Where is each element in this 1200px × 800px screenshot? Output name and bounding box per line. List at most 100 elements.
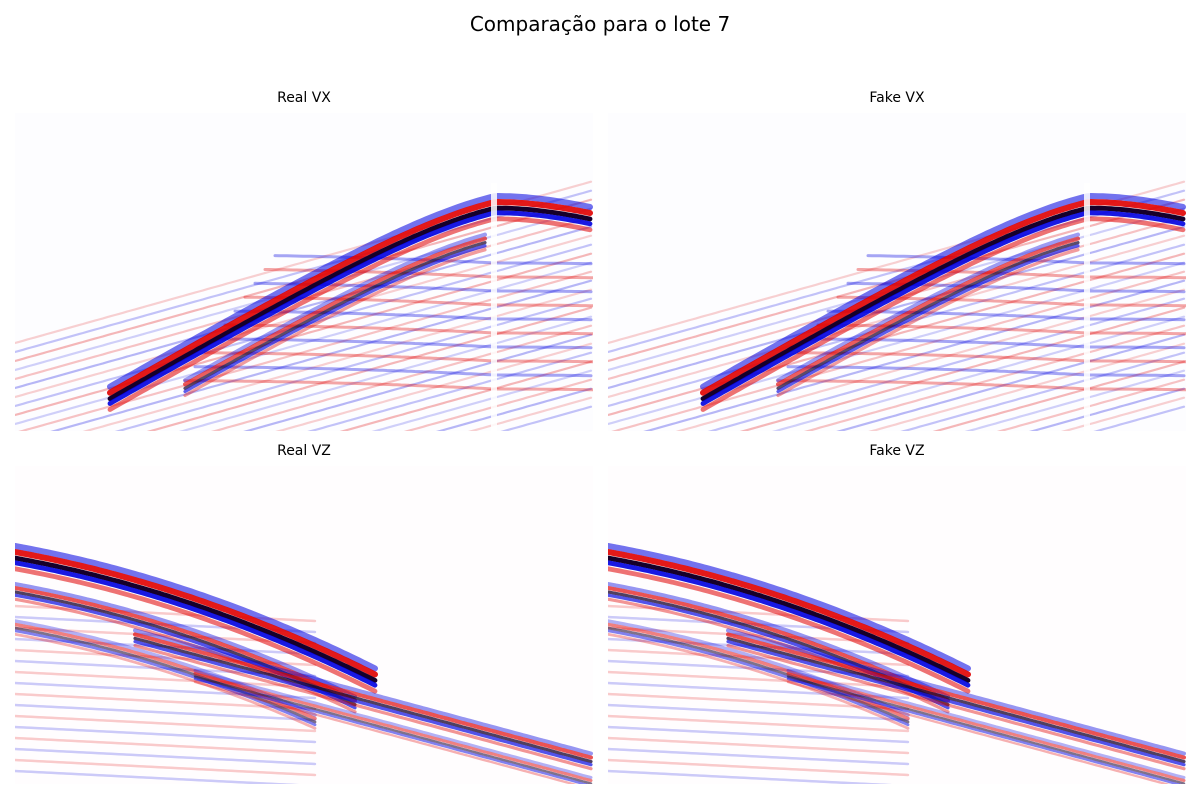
main-event-band-2 [700, 205, 1186, 402]
third-event-band-3 [608, 629, 910, 727]
main-event-band-4 [608, 566, 971, 694]
main-event-band-3 [700, 210, 1186, 406]
noise-stripe-8 [15, 692, 317, 711]
main-event-band-2 [15, 555, 378, 683]
second-event-band-4 [183, 248, 487, 398]
main-event-band-4 [107, 216, 593, 412]
noise-stripe-6 [608, 670, 910, 689]
main-event-band-1 [700, 198, 1186, 396]
main-event-band-4 [15, 566, 378, 694]
seismic-image-real-vz [15, 466, 593, 784]
third-event-band-0 [608, 619, 910, 717]
main-event-band-3 [15, 560, 378, 688]
main-event-band-1 [107, 198, 593, 396]
main-event-band-3 [608, 560, 971, 688]
third-event-band-1 [15, 622, 317, 721]
noise-stripe-13 [608, 747, 910, 766]
noise-stripe-14 [15, 758, 317, 777]
linear-headwave-band-0 [726, 628, 1186, 756]
main-event-band-3 [107, 210, 593, 406]
main-event-band-0 [15, 543, 378, 672]
main-event-band-2 [107, 205, 593, 402]
linear-headwave-band-2 [133, 636, 593, 764]
noise-stripe-10 [608, 714, 910, 733]
linear-headwave-2-band-4 [193, 680, 578, 784]
linear-headwave-2-band-4 [786, 680, 1171, 784]
reflection-9 [183, 379, 593, 392]
reflection-8 [786, 365, 1186, 378]
main-event-band-0 [107, 192, 593, 390]
wavefield-fake-vx [608, 113, 1186, 431]
second-event-band-1 [608, 586, 950, 703]
noise-stripe-11 [608, 725, 910, 744]
noise-stripe-8 [608, 692, 910, 711]
wavefield-real-vz [15, 466, 593, 784]
second-event-band-1 [776, 236, 1080, 387]
wavefield-real-vx [15, 113, 593, 431]
reflection-7 [203, 351, 593, 364]
noise-stripe-12 [15, 736, 317, 755]
linear-headwave-2-band-0 [193, 669, 593, 779]
third-event-band-4 [608, 632, 910, 730]
second-event-band-0 [183, 232, 487, 383]
noise-stripe-15 [15, 769, 301, 784]
linear-headwave-2-band-0 [786, 669, 1186, 779]
reflection-5 [816, 323, 1186, 336]
third-event-band-1 [608, 622, 910, 721]
linear-headwave-band-1 [726, 632, 1186, 760]
linear-headwave-band-4 [133, 644, 593, 771]
third-event-band-4 [15, 632, 317, 730]
main-event-band-2 [608, 555, 971, 683]
noise-stripe-9 [15, 703, 317, 722]
linear-headwave-2-band-3 [786, 677, 1182, 784]
linear-headwave-2-band-2 [193, 675, 593, 784]
noise-stripe-9 [608, 703, 910, 722]
linear-headwave-2-band-1 [786, 672, 1186, 782]
panel-title-real-vx: Real VX [277, 90, 331, 106]
linear-headwave-band-3 [133, 640, 593, 767]
figure-title: Comparação para o lote 7 [469, 12, 731, 36]
linear-headwave-band-2 [726, 636, 1186, 764]
linear-headwave-2-band-1 [193, 672, 593, 782]
panel-title-real-vz: Real VZ [277, 443, 331, 459]
second-event-band-2 [776, 241, 1080, 390]
reflection-9 [776, 379, 1186, 392]
linear-headwave-2-band-2 [786, 675, 1186, 784]
main-event-band-0 [608, 543, 971, 672]
third-event-band-0 [15, 619, 317, 717]
second-event-band-2 [183, 241, 487, 390]
second-event-band-1 [15, 586, 357, 703]
linear-headwave-band-1 [133, 632, 593, 760]
second-event-band-3 [776, 244, 1080, 394]
second-event-band-0 [608, 582, 950, 699]
seismic-image-fake-vz [608, 466, 1186, 784]
second-event-band-4 [776, 248, 1080, 398]
reflection-4 [233, 309, 593, 322]
noise-stripe-12 [608, 736, 910, 755]
main-event-band-0 [700, 192, 1186, 390]
noise-stripe-11 [15, 725, 317, 744]
noise-stripe-13 [15, 747, 317, 766]
main-event-band-1 [15, 549, 378, 678]
seismic-image-real-vx [15, 113, 593, 431]
third-event-band-2 [608, 626, 910, 724]
linear-headwave-band-3 [726, 640, 1186, 767]
noise-stripe-6 [15, 670, 317, 689]
second-event-band-3 [183, 244, 487, 394]
reflection-4 [826, 309, 1186, 322]
noise-stripe-14 [608, 758, 910, 777]
linear-headwave-2-band-3 [193, 677, 589, 784]
wavefield-fake-vz [608, 466, 1186, 784]
third-event-band-3 [15, 629, 317, 727]
noise-stripe-15 [608, 769, 894, 784]
third-event-band-2 [15, 626, 317, 724]
reflection-5 [223, 323, 593, 336]
reflection-7 [796, 351, 1186, 364]
linear-headwave-band-0 [133, 628, 593, 756]
main-event-band-1 [608, 549, 971, 678]
reflection-8 [193, 365, 593, 378]
noise-stripe-10 [15, 714, 317, 733]
main-event-band-4 [700, 216, 1186, 412]
seismic-image-fake-vx [608, 113, 1186, 431]
second-event-band-0 [776, 232, 1080, 383]
